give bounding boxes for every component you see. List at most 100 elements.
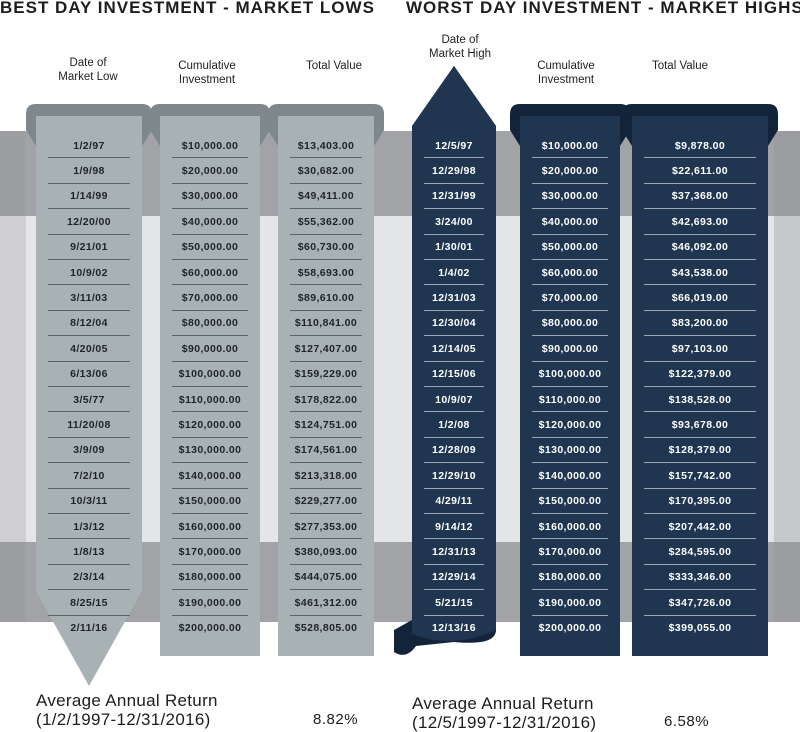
right-cell-text: $50,000.00 bbox=[541, 241, 599, 254]
row-divider bbox=[532, 487, 608, 489]
left-table-cell: 7/2/10 bbox=[36, 463, 142, 489]
left-table-cell: $127,407.00 bbox=[278, 336, 374, 362]
right-table-cell: 1/30/01 bbox=[412, 235, 496, 260]
left-cell-text: $120,000.00 bbox=[178, 419, 242, 432]
left-table-cell: $229,277.00 bbox=[278, 489, 374, 514]
right-table-cell: $170,395.00 bbox=[632, 489, 768, 514]
row-divider bbox=[532, 589, 608, 591]
row-divider bbox=[172, 487, 248, 489]
ribbon-shape bbox=[26, 104, 152, 686]
row-divider bbox=[644, 309, 756, 311]
right-cell-text: $333,346.00 bbox=[668, 571, 732, 584]
right-avg-label-line1: Average Annual Return bbox=[412, 694, 594, 713]
left-table-cell: $49,411.00 bbox=[278, 184, 374, 210]
row-divider bbox=[290, 360, 362, 362]
left-cell-text: $461,312.00 bbox=[294, 596, 358, 609]
right-cell-text: $399,055.00 bbox=[668, 622, 732, 635]
left-table-cell: $20,000.00 bbox=[160, 158, 260, 184]
right-table-cell: $130,000.00 bbox=[520, 438, 620, 464]
row-divider bbox=[172, 208, 248, 210]
left-cell-text: $70,000.00 bbox=[181, 292, 239, 305]
left-table-cell: $190,000.00 bbox=[160, 590, 260, 616]
row-divider bbox=[172, 233, 248, 235]
row-divider bbox=[172, 563, 248, 565]
right-cell-text: $83,200.00 bbox=[671, 317, 729, 330]
left-table-cell: 1/14/99 bbox=[36, 184, 142, 210]
row-divider bbox=[644, 487, 756, 489]
row-divider bbox=[644, 157, 756, 159]
left-cell-text: $110,841.00 bbox=[294, 317, 358, 330]
left-table-cell: $55,362.00 bbox=[278, 209, 374, 235]
left-cell-text: 1/9/98 bbox=[73, 165, 105, 178]
right-cell-text: $207,442.00 bbox=[668, 520, 732, 533]
background-band-right-edge bbox=[774, 131, 800, 622]
left-cell-text: $159,229.00 bbox=[294, 368, 358, 381]
right-cell-text: 1/30/01 bbox=[435, 241, 473, 254]
right-table-cell: 12/30/04 bbox=[412, 311, 496, 337]
left-table-cell: $213,318.00 bbox=[278, 463, 374, 489]
left-cell-text: 3/11/03 bbox=[70, 292, 108, 305]
right-table-cell: $284,595.00 bbox=[632, 539, 768, 565]
row-divider bbox=[172, 309, 248, 311]
left-table-cell: $30,682.00 bbox=[278, 158, 374, 184]
left-table-cell: $50,000.00 bbox=[160, 235, 260, 260]
left-table-cell: $170,000.00 bbox=[160, 539, 260, 565]
row-divider bbox=[532, 411, 608, 413]
row-divider bbox=[644, 335, 756, 337]
left-table-cell: $461,312.00 bbox=[278, 590, 374, 616]
row-divider bbox=[48, 284, 130, 286]
row-divider bbox=[48, 182, 130, 184]
row-divider bbox=[532, 512, 608, 514]
ribbon-right-edge bbox=[260, 114, 270, 146]
row-divider bbox=[172, 182, 248, 184]
right-table-cell: $37,368.00 bbox=[632, 184, 768, 210]
right-table-cell: $66,019.00 bbox=[632, 285, 768, 311]
left-table-cell: $180,000.00 bbox=[160, 565, 260, 591]
right-cell-text: 5/21/15 bbox=[435, 596, 473, 609]
left-header-date: Date of Market Low bbox=[38, 56, 138, 84]
left-header-date-text: Date of Market Low bbox=[58, 57, 118, 83]
left-header-total-text: Total Value bbox=[305, 60, 363, 72]
row-divider bbox=[424, 538, 484, 540]
right-cell-text: $138,528.00 bbox=[668, 393, 732, 406]
left-cell-text: $140,000.00 bbox=[178, 469, 242, 482]
right-table-cell: $333,346.00 bbox=[632, 565, 768, 591]
left-cell-text: $100,000.00 bbox=[178, 368, 242, 381]
right-table-cell: $40,000.00 bbox=[520, 209, 620, 235]
right-cell-text: 12/5/97 bbox=[435, 139, 473, 152]
row-divider bbox=[290, 411, 362, 413]
ribbon-left-edge bbox=[26, 114, 36, 146]
right-table-cell: $128,379.00 bbox=[632, 438, 768, 464]
right-cell-text: $150,000.00 bbox=[538, 495, 602, 508]
row-divider bbox=[532, 436, 608, 438]
ribbon-left-edge bbox=[268, 114, 278, 146]
left-avg-label: Average Annual Return (1/2/1997-12/31/20… bbox=[36, 691, 218, 729]
left-cell-text: 7/2/10 bbox=[73, 469, 105, 482]
left-cell-text: $229,277.00 bbox=[294, 495, 358, 508]
right-cell-text: 12/29/10 bbox=[431, 469, 477, 482]
right-table-cell: $42,693.00 bbox=[632, 209, 768, 235]
left-table-cell: 11/20/08 bbox=[36, 412, 142, 438]
right-cell-text: 12/30/04 bbox=[431, 317, 477, 330]
left-table-cell: $90,000.00 bbox=[160, 336, 260, 362]
right-total-ribbon: $9,878.00 $22,611.00 $37,368.00 $42,693.00 $… bbox=[622, 96, 778, 656]
left-cell-text: $58,693.00 bbox=[297, 266, 355, 279]
left-table-cell: 2/11/16 bbox=[36, 616, 142, 641]
row-divider bbox=[424, 436, 484, 438]
row-divider bbox=[424, 335, 484, 337]
row-divider bbox=[644, 233, 756, 235]
row-divider bbox=[48, 614, 130, 616]
left-cell-text: $277,353.00 bbox=[294, 520, 358, 533]
left-table-cell: $13,403.00 bbox=[278, 133, 374, 159]
right-cell-text: $200,000.00 bbox=[538, 622, 602, 635]
right-cell-text: 1/2/08 bbox=[438, 419, 470, 432]
row-divider bbox=[424, 462, 484, 464]
right-cell-text: 9/14/12 bbox=[435, 520, 473, 533]
row-divider bbox=[48, 385, 130, 387]
row-divider bbox=[290, 309, 362, 311]
right-cell-text: $128,379.00 bbox=[668, 444, 732, 457]
left-cell-text: $130,000.00 bbox=[178, 444, 242, 457]
row-divider bbox=[48, 538, 130, 540]
row-divider bbox=[424, 182, 484, 184]
right-table-cell: 12/31/03 bbox=[412, 285, 496, 311]
